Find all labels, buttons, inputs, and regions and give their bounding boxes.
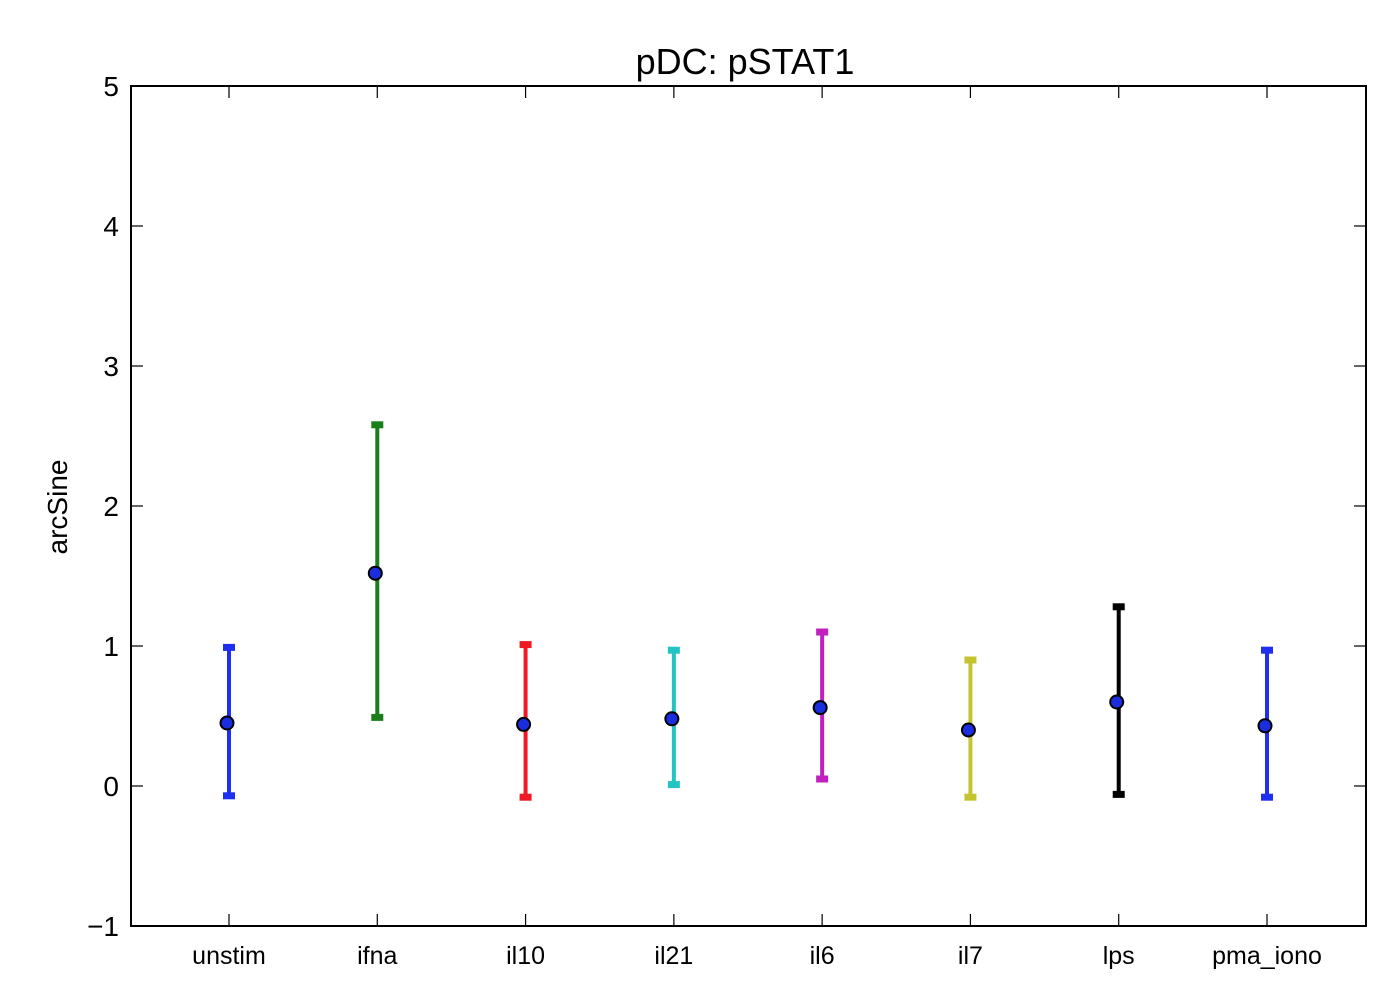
x-tick-label-il7: il7 bbox=[958, 942, 983, 970]
mean-point-unstim bbox=[219, 715, 235, 731]
plot-area: −1 0 1 2 3 4 5 unstim ifna il10 il21 il6 il7 lps pma_i… bbox=[87, 71, 1367, 970]
x-tick-label-il10: il10 bbox=[506, 942, 545, 970]
x-tick-label-il21: il21 bbox=[654, 942, 693, 970]
mean-point-il21 bbox=[664, 711, 680, 727]
mean-point-il6 bbox=[812, 700, 828, 716]
y-tick-label: 5 bbox=[103, 71, 119, 102]
x-tick-label-lps: lps bbox=[1103, 942, 1135, 970]
plot-frame bbox=[130, 85, 1367, 927]
x-tick-label-unstim: unstim bbox=[192, 942, 266, 970]
mean-point-pma_iono bbox=[1257, 718, 1273, 734]
y-tick-label: 1 bbox=[103, 631, 119, 662]
y-tick-label: 0 bbox=[103, 771, 119, 802]
y-tick-label: 2 bbox=[103, 491, 119, 522]
x-tick-label-pma_iono: pma_iono bbox=[1212, 942, 1322, 970]
mean-point-il7 bbox=[960, 722, 976, 738]
y-tick-label: 3 bbox=[103, 351, 119, 382]
y-tick-label: 4 bbox=[103, 211, 119, 242]
x-tick-label-ifna: ifna bbox=[357, 942, 397, 970]
mean-point-il10 bbox=[516, 716, 532, 732]
chart-title: pDC: pSTAT1 bbox=[636, 41, 855, 82]
y-tick-label: −1 bbox=[87, 911, 119, 942]
mean-point-lps bbox=[1109, 694, 1125, 710]
mean-point-ifna bbox=[367, 565, 383, 581]
x-tick-label-il6: il6 bbox=[810, 942, 835, 970]
y-axis-label: arcSine bbox=[42, 460, 73, 555]
